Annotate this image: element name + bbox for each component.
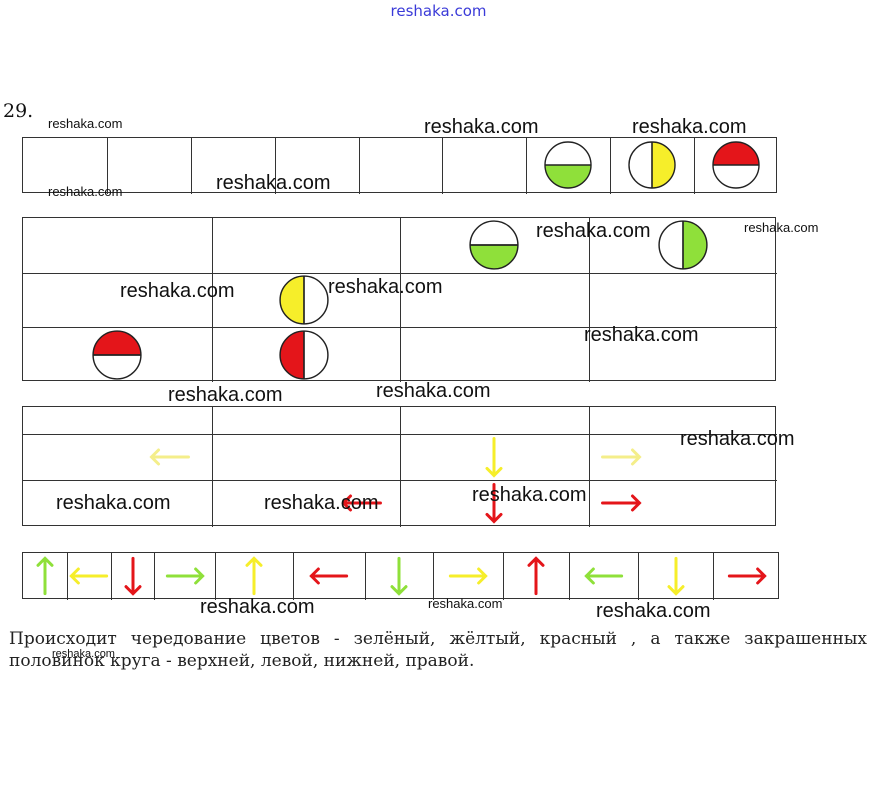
arrow-up-yellow-icon (245, 555, 263, 595)
half-circle-right-green (658, 220, 708, 270)
arrow-down-red-icon (485, 483, 503, 524)
description-line-2: половинок круга - верхней, левой, нижней… (9, 651, 475, 671)
grid-divider (526, 138, 528, 194)
grid-divider (365, 553, 366, 600)
watermark: reshaka.com (168, 384, 283, 406)
arrow-down-green-icon (390, 556, 408, 596)
watermark: reshaka.com (48, 116, 123, 131)
half-circle-left-red (278, 330, 329, 380)
arrow-left-red-icon (341, 494, 382, 512)
watermark: reshaka.com (200, 596, 315, 618)
arrow-right-faded_yellow-icon (600, 448, 642, 466)
watermark: reshaka.com (56, 492, 171, 514)
grid-divider (274, 138, 276, 194)
half-circle-top-red (712, 141, 760, 189)
grid-divider (588, 218, 590, 382)
watermark: reshaka.com (48, 184, 123, 199)
grid-divider (23, 434, 777, 435)
grid-divider (694, 138, 696, 194)
watermark: reshaka.com (376, 380, 491, 402)
sequence-grid-2 (22, 217, 777, 382)
grid-divider (111, 553, 112, 600)
watermark: reshaka.com (264, 492, 379, 514)
sequence-row-1 (22, 137, 777, 194)
grid-divider (106, 138, 108, 194)
watermark: reshaka.com (584, 324, 699, 346)
arrow-left-red-icon (309, 567, 349, 584)
arrow-left-yellow-icon (69, 567, 109, 584)
arrow-up-green-icon (36, 555, 54, 595)
watermark: reshaka.com (424, 116, 539, 138)
grid-divider (154, 553, 155, 600)
grid-divider (23, 272, 777, 274)
grid-divider (569, 553, 570, 600)
arrow-right-yellow-icon (448, 567, 488, 584)
grid-divider (610, 138, 612, 194)
sequence-row-4 (22, 552, 779, 600)
grid-divider (433, 553, 434, 600)
arrow-up-red-icon (527, 555, 545, 595)
grid-divider (23, 327, 777, 329)
arrow-down-yellow-icon (667, 556, 684, 596)
watermark: reshaka.com (632, 116, 747, 138)
arrow-right-green-icon (165, 567, 205, 584)
grid-divider (67, 553, 68, 600)
solution-description: Происходит чередование цветов - зелёный,… (9, 628, 867, 672)
grid-divider (638, 553, 639, 600)
grid-divider (400, 218, 401, 382)
watermark: reshaka.com (744, 220, 819, 235)
half-circle-bottom-green (469, 220, 519, 270)
arrow-right-red-icon (727, 567, 767, 584)
arrow-right-red-icon (600, 494, 642, 512)
grid-divider (215, 553, 216, 600)
grid-divider (503, 553, 504, 600)
watermark: reshaka.com (120, 280, 235, 302)
watermark: reshaka.com (596, 600, 711, 622)
problem-number: 29. (3, 100, 34, 122)
half-circle-right-yellow (628, 141, 676, 189)
sequence-grid-3 (22, 406, 777, 527)
half-circle-left-yellow (278, 275, 329, 325)
grid-divider (23, 480, 777, 481)
watermark: reshaka.com (472, 484, 587, 506)
grid-divider (442, 138, 444, 194)
grid-divider (713, 553, 714, 600)
grid-divider (358, 138, 360, 194)
description-line-1: Происходит чередование цветов - зелёный,… (9, 629, 867, 649)
arrow-down-yellow-icon (485, 437, 503, 478)
half-circle-top-red (92, 330, 142, 380)
half-circle-bottom-green (544, 141, 592, 189)
grid-divider (400, 407, 401, 527)
watermark: reshaka.com (536, 220, 651, 242)
watermark: reshaka.com (216, 172, 331, 194)
watermark: reshaka.com (428, 596, 503, 611)
watermark: reshaka.com (680, 428, 795, 450)
grid-divider (588, 407, 590, 527)
arrow-left-green-icon (583, 567, 623, 584)
grid-divider (190, 138, 192, 194)
arrow-down-red-icon (124, 556, 141, 596)
arrow-left-faded_yellow-icon (148, 448, 190, 466)
grid-divider (211, 407, 213, 527)
watermark: reshaka.com (328, 276, 443, 298)
grid-divider (293, 553, 294, 600)
site-header-link[interactable]: reshaka.com (390, 2, 487, 20)
watermark: reshaka.com (52, 648, 115, 660)
grid-divider (211, 218, 213, 382)
